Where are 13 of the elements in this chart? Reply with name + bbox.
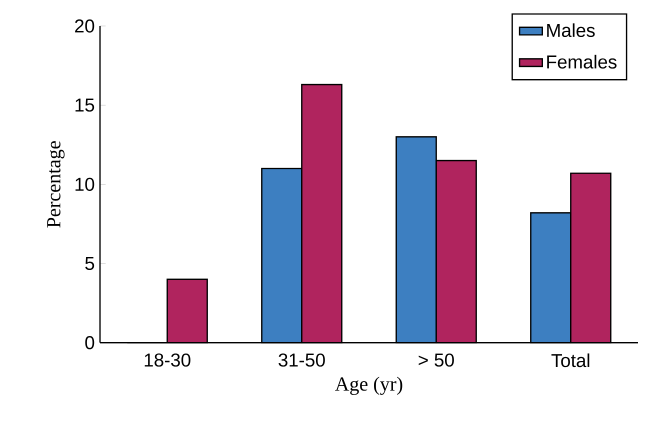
- y-tick-label: 20: [75, 19, 94, 33]
- y-tick-label: 5: [85, 256, 94, 270]
- x-tick-label: 31-50: [278, 353, 325, 367]
- y-tick-label: 0: [85, 336, 94, 350]
- y-tick-label: 10: [76, 178, 94, 191]
- y-axis-title: Percentage: [47, 141, 65, 228]
- legend-label: Males: [547, 23, 595, 38]
- y-tick-label: 15: [76, 98, 94, 112]
- x-tick-label: Total: [551, 353, 590, 368]
- x-tick-label: 18-30: [144, 353, 190, 367]
- x-tick-label: > 50: [418, 353, 454, 367]
- x-axis-title: Age (yr): [335, 376, 402, 395]
- legend-label: Females: [547, 54, 617, 69]
